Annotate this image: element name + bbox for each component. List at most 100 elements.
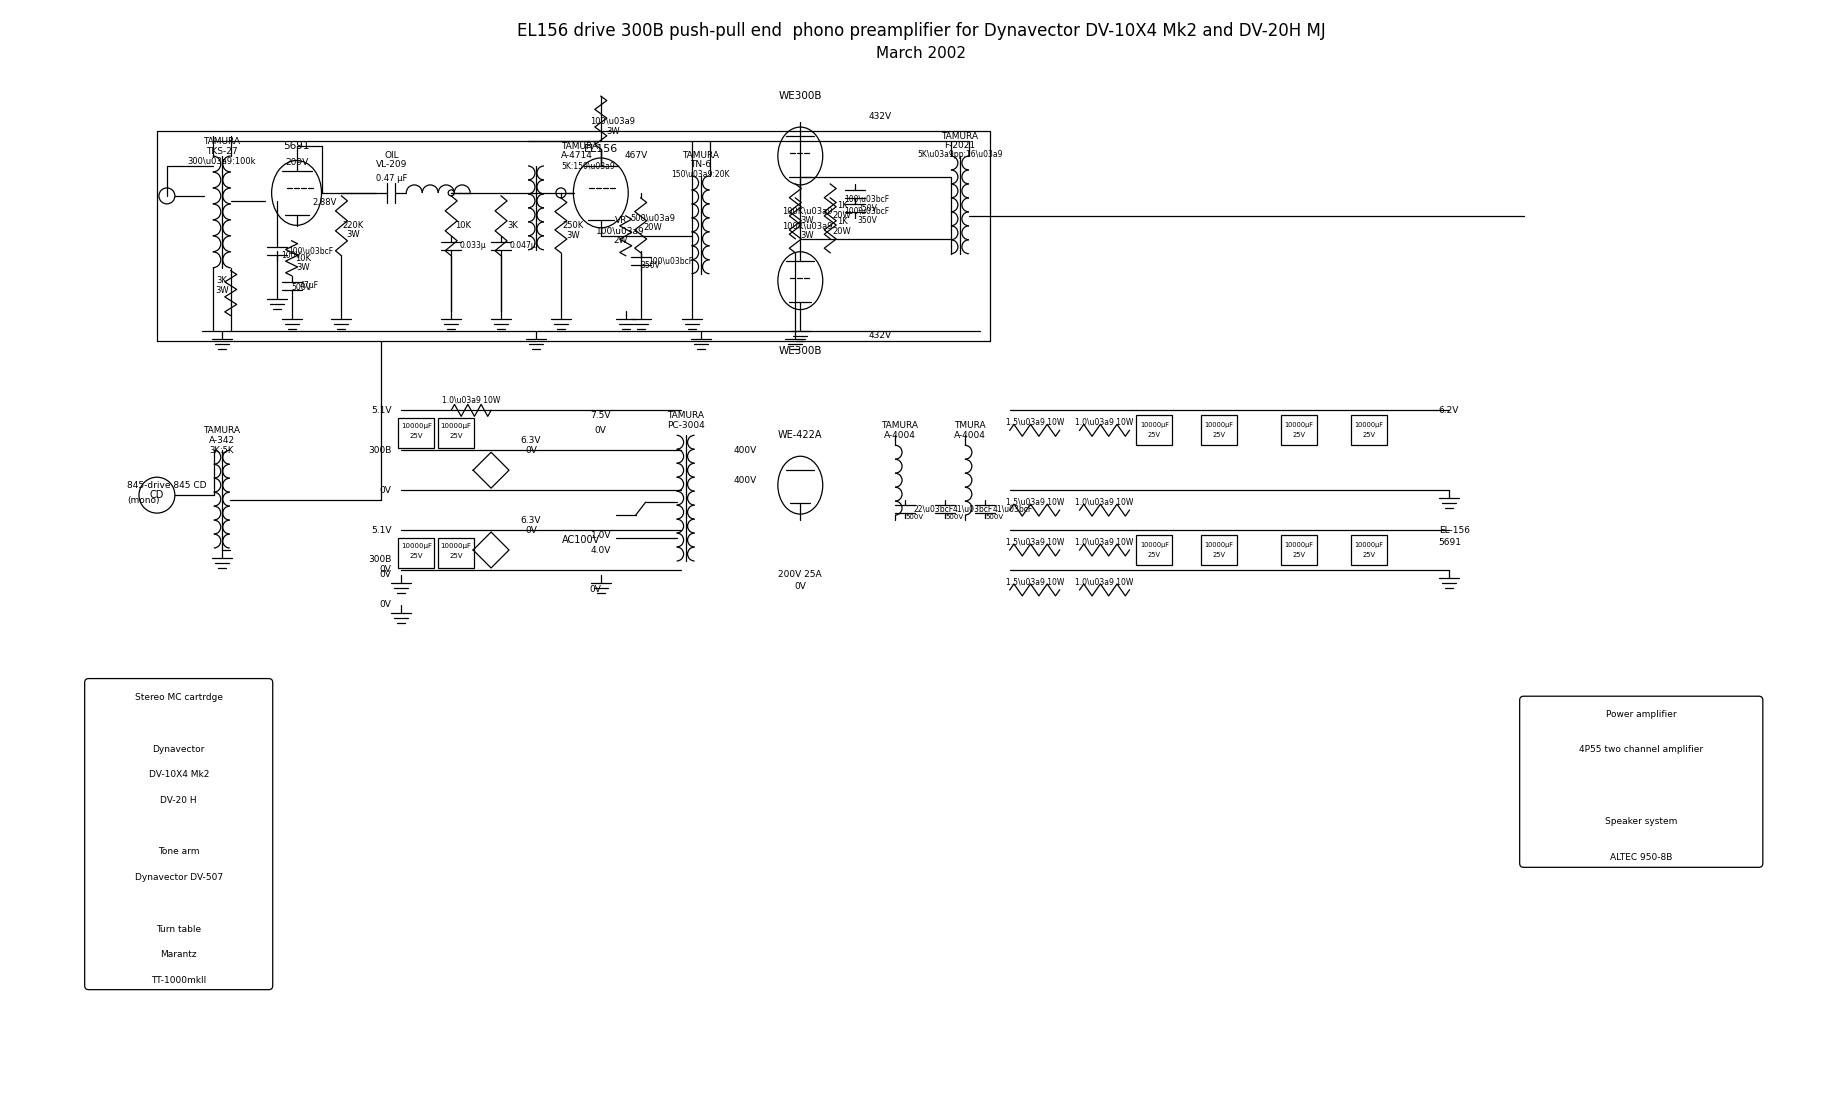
Text: 1.5\u03a9 10W: 1.5\u03a9 10W <box>1006 578 1065 587</box>
Text: 4P55 two channel amplifier: 4P55 two channel amplifier <box>1579 746 1704 755</box>
Text: F-2021: F-2021 <box>945 140 976 149</box>
Text: 5691: 5691 <box>1439 537 1463 547</box>
Text: 10000μF: 10000μF <box>1140 543 1170 548</box>
Text: 10000μF: 10000μF <box>402 423 431 430</box>
Text: 10K: 10K <box>295 254 311 263</box>
Text: 0.047μ: 0.047μ <box>508 241 536 250</box>
Text: 6.3V: 6.3V <box>521 516 542 525</box>
Ellipse shape <box>573 158 628 228</box>
Text: 25V: 25V <box>449 552 462 559</box>
Text: 100\u03bcF: 100\u03bcF <box>648 256 694 265</box>
Text: Tone arm: Tone arm <box>158 848 199 856</box>
Text: 5691: 5691 <box>284 141 309 151</box>
Text: 3W: 3W <box>216 286 228 295</box>
Text: 1.0\u03a9 10W: 1.0\u03a9 10W <box>1076 578 1133 587</box>
Ellipse shape <box>777 127 823 185</box>
Text: A-4004: A-4004 <box>884 431 915 440</box>
Text: 5.1V: 5.1V <box>370 526 391 535</box>
Text: 5K:150\u03a9: 5K:150\u03a9 <box>562 161 615 170</box>
Text: ALTEC 950-8B: ALTEC 950-8B <box>1610 853 1673 862</box>
Text: TAMURA: TAMURA <box>941 131 978 140</box>
Text: A-342: A-342 <box>208 435 234 445</box>
Text: 3K:5K: 3K:5K <box>210 445 234 455</box>
Text: 500\u03a9: 500\u03a9 <box>630 213 676 222</box>
Text: 20W: 20W <box>643 223 661 232</box>
Text: 400V: 400V <box>733 475 757 485</box>
Text: 0V: 0V <box>525 445 536 455</box>
Ellipse shape <box>777 252 823 309</box>
Text: AC100V: AC100V <box>562 535 600 545</box>
Text: 350V: 350V <box>641 261 661 271</box>
FancyBboxPatch shape <box>85 678 273 990</box>
Bar <box>1280 415 1317 445</box>
Text: VR: VR <box>615 217 626 225</box>
Text: 1.0\u03a9 10W: 1.0\u03a9 10W <box>1076 418 1133 427</box>
Text: PC-3004: PC-3004 <box>667 421 704 430</box>
Text: 0V: 0V <box>379 566 391 575</box>
Text: 41\u03bcF: 41\u03bcF <box>952 505 993 514</box>
Circle shape <box>158 188 175 204</box>
Text: 3K: 3K <box>508 221 518 230</box>
Text: 25V: 25V <box>1363 552 1376 558</box>
Bar <box>1201 535 1238 565</box>
Text: 10000μF: 10000μF <box>440 423 472 430</box>
Text: 432V: 432V <box>869 332 892 340</box>
Text: 100\u03a9: 100\u03a9 <box>597 227 645 235</box>
Text: Marantz: Marantz <box>160 950 197 959</box>
Text: 10000μF: 10000μF <box>402 543 431 549</box>
Text: 1.5\u03a9 10W: 1.5\u03a9 10W <box>1006 497 1065 506</box>
Text: 845-drive 845 CD: 845-drive 845 CD <box>127 481 206 490</box>
Text: TAMURA: TAMURA <box>562 141 599 150</box>
Text: 4.0V: 4.0V <box>591 546 612 555</box>
Bar <box>398 419 435 449</box>
Circle shape <box>556 188 565 198</box>
Text: 5.1V: 5.1V <box>370 406 391 414</box>
FancyBboxPatch shape <box>1520 696 1763 867</box>
Text: Dynavector DV-507: Dynavector DV-507 <box>134 873 223 882</box>
Text: 0V: 0V <box>794 582 807 591</box>
Text: 10000μF: 10000μF <box>1205 543 1234 548</box>
Text: (mono): (mono) <box>127 496 160 505</box>
Text: 0V: 0V <box>589 586 600 594</box>
Text: 20W: 20W <box>833 211 851 220</box>
Text: 500V: 500V <box>906 514 925 520</box>
Text: 209V: 209V <box>286 158 308 168</box>
Text: 25V: 25V <box>1148 432 1160 439</box>
Text: TAMURA: TAMURA <box>682 151 718 160</box>
Text: 500V: 500V <box>945 514 963 520</box>
Bar <box>438 538 473 568</box>
Text: 10000μF: 10000μF <box>1284 543 1313 548</box>
Text: 432V: 432V <box>869 112 892 120</box>
Text: 41\u03bcF: 41\u03bcF <box>993 505 1033 514</box>
Text: CD: CD <box>149 491 164 501</box>
Text: March 2002: March 2002 <box>877 45 965 61</box>
Text: TKS-27: TKS-27 <box>206 147 238 156</box>
Text: 3W: 3W <box>801 217 814 225</box>
Text: 220K: 220K <box>343 221 365 230</box>
Text: 20W: 20W <box>833 228 851 236</box>
Text: 100\u03bcF: 100\u03bcF <box>289 246 333 255</box>
Text: 300\u03a9:100k: 300\u03a9:100k <box>188 157 256 166</box>
Bar <box>1137 535 1172 565</box>
Text: TN-6: TN-6 <box>691 160 711 169</box>
Text: TAMURA: TAMURA <box>667 411 704 420</box>
Text: 467V: 467V <box>624 151 647 160</box>
Text: 500V: 500V <box>985 514 1004 520</box>
Text: 0V: 0V <box>595 425 606 434</box>
Text: EL156: EL156 <box>584 144 617 154</box>
Text: TAMURA: TAMURA <box>882 421 919 430</box>
Text: 3K: 3K <box>216 276 227 285</box>
Text: 150\u03a9:20K: 150\u03a9:20K <box>670 169 729 178</box>
Text: 25V: 25V <box>449 433 462 440</box>
Text: 0V: 0V <box>379 570 391 579</box>
Text: 10K: 10K <box>455 221 472 230</box>
Text: 300B: 300B <box>368 556 391 565</box>
Text: 10000μF: 10000μF <box>1140 422 1170 429</box>
Text: Power amplifier: Power amplifier <box>1606 709 1676 718</box>
Text: 10000μF: 10000μF <box>1205 422 1234 429</box>
Text: TMURA: TMURA <box>954 421 985 430</box>
Bar <box>1137 415 1172 445</box>
Text: 0V: 0V <box>379 486 391 495</box>
Text: 500V: 500V <box>291 283 311 292</box>
Bar <box>1350 535 1387 565</box>
